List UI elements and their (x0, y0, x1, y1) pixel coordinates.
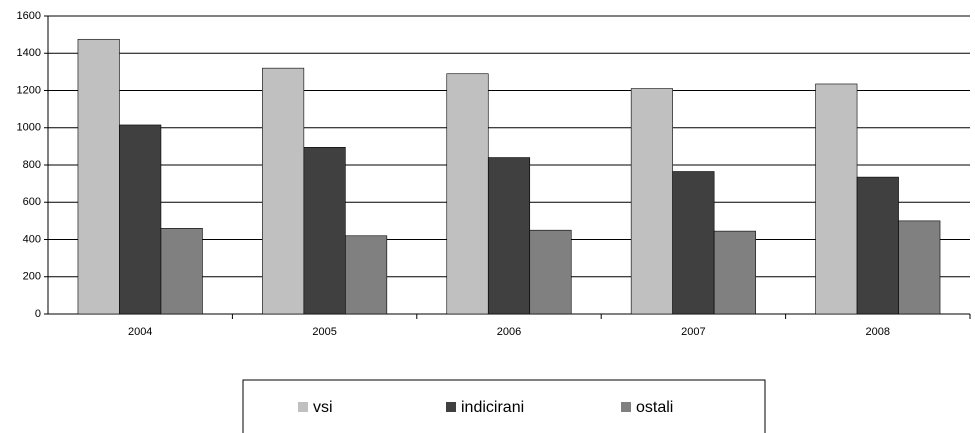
y-tick-label: 1200 (17, 84, 41, 96)
legend-swatch (621, 402, 631, 412)
bar (160, 228, 203, 315)
bar (898, 220, 941, 315)
bar (77, 38, 120, 315)
y-tick-label: 1000 (17, 122, 41, 134)
legend-box (242, 379, 766, 433)
bar (303, 147, 346, 315)
y-tick-label: 1400 (17, 47, 41, 59)
legend-label: vsi (313, 399, 333, 416)
x-tick-label: 2004 (128, 326, 152, 338)
x-tick-label: 2007 (681, 326, 705, 338)
bar (856, 176, 899, 315)
y-tick-label: 400 (23, 233, 41, 245)
x-tick-label: 2006 (497, 326, 521, 338)
bar (446, 73, 489, 315)
y-tick-label: 600 (23, 196, 41, 208)
x-tick-label: 2005 (312, 326, 336, 338)
bar (487, 157, 531, 315)
y-tick-label: 200 (23, 271, 41, 283)
bar (713, 230, 756, 315)
legend-label: indicirani (461, 399, 524, 416)
legend-swatch (446, 402, 456, 412)
bar (529, 229, 572, 315)
y-tick-label: 1600 (17, 10, 41, 22)
legend-swatch (298, 402, 308, 412)
x-tick-label: 2008 (866, 326, 890, 338)
y-tick-label: 800 (23, 159, 41, 171)
bar (630, 88, 673, 315)
bar (262, 67, 305, 315)
bar (119, 124, 162, 315)
bar (815, 83, 858, 315)
legend-label: ostali (636, 399, 673, 416)
bar (345, 235, 388, 315)
y-tick-label: 0 (35, 308, 41, 320)
bar (672, 171, 715, 315)
